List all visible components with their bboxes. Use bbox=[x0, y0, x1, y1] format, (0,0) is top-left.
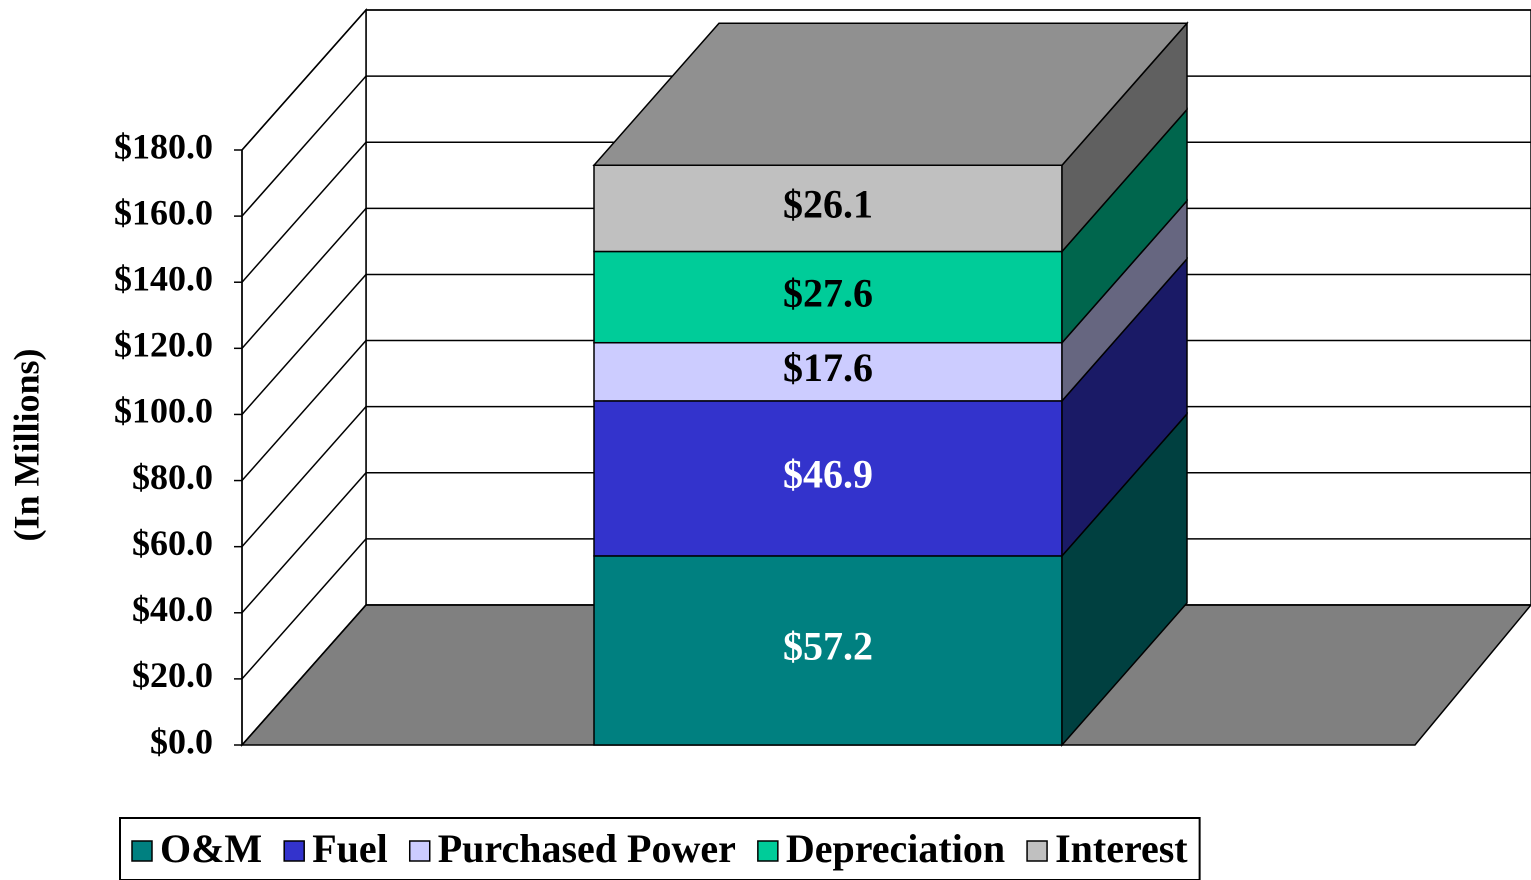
bar-segment bbox=[593, 400, 1063, 557]
y-axis-title: (In Millions) bbox=[6, 348, 46, 541]
legend-swatch bbox=[757, 840, 779, 862]
value-label: $17.6 bbox=[783, 345, 873, 390]
value-label: $27.6 bbox=[783, 270, 873, 315]
grid-line-side bbox=[241, 9, 367, 151]
y-tick-label: $160.0 bbox=[114, 192, 213, 232]
y-tick-label: $180.0 bbox=[114, 126, 213, 166]
legend-swatch bbox=[408, 840, 431, 862]
legend-label: Purchased Power bbox=[438, 826, 736, 871]
y-tick-label: $20.0 bbox=[132, 655, 213, 695]
grid-line-side bbox=[241, 340, 367, 482]
grid-line-side bbox=[241, 406, 367, 548]
legend-label: Interest bbox=[1055, 826, 1188, 871]
y-tick-label: $80.0 bbox=[132, 457, 213, 497]
y-tick-label: $120.0 bbox=[114, 325, 213, 365]
legend-swatch bbox=[283, 840, 305, 862]
y-tick-label: $0.0 bbox=[150, 721, 213, 761]
grid-line-side bbox=[241, 472, 367, 614]
grid-line-side bbox=[241, 75, 367, 217]
bar-segment bbox=[593, 555, 1063, 746]
legend-label: Fuel bbox=[312, 826, 388, 871]
grid-line-side bbox=[241, 141, 367, 283]
y-tick-label: $100.0 bbox=[114, 391, 213, 431]
bar-segment bbox=[593, 164, 1063, 253]
value-label: $26.1 bbox=[783, 182, 873, 227]
grid-line-side bbox=[241, 273, 367, 415]
bar-top bbox=[592, 22, 1189, 166]
bar-segment bbox=[593, 341, 1063, 402]
legend-label: O&M bbox=[160, 826, 262, 871]
y-tick-label: $140.0 bbox=[114, 258, 213, 298]
y-tick-label: $40.0 bbox=[132, 589, 213, 629]
value-label: $57.2 bbox=[783, 624, 873, 669]
grid-line-side bbox=[241, 538, 367, 680]
legend: O&M Fuel Purchased Power Depreciation Intere… bbox=[119, 817, 1201, 880]
legend-label: Depreciation bbox=[786, 826, 1005, 871]
legend-swatch bbox=[1026, 840, 1048, 862]
value-label: $46.9 bbox=[783, 452, 873, 497]
grid-line-side bbox=[241, 207, 367, 349]
bar-segment bbox=[593, 250, 1063, 344]
y-tick-label: $60.0 bbox=[132, 523, 213, 563]
legend-swatch bbox=[131, 840, 153, 862]
grid-line-side bbox=[241, 604, 367, 746]
